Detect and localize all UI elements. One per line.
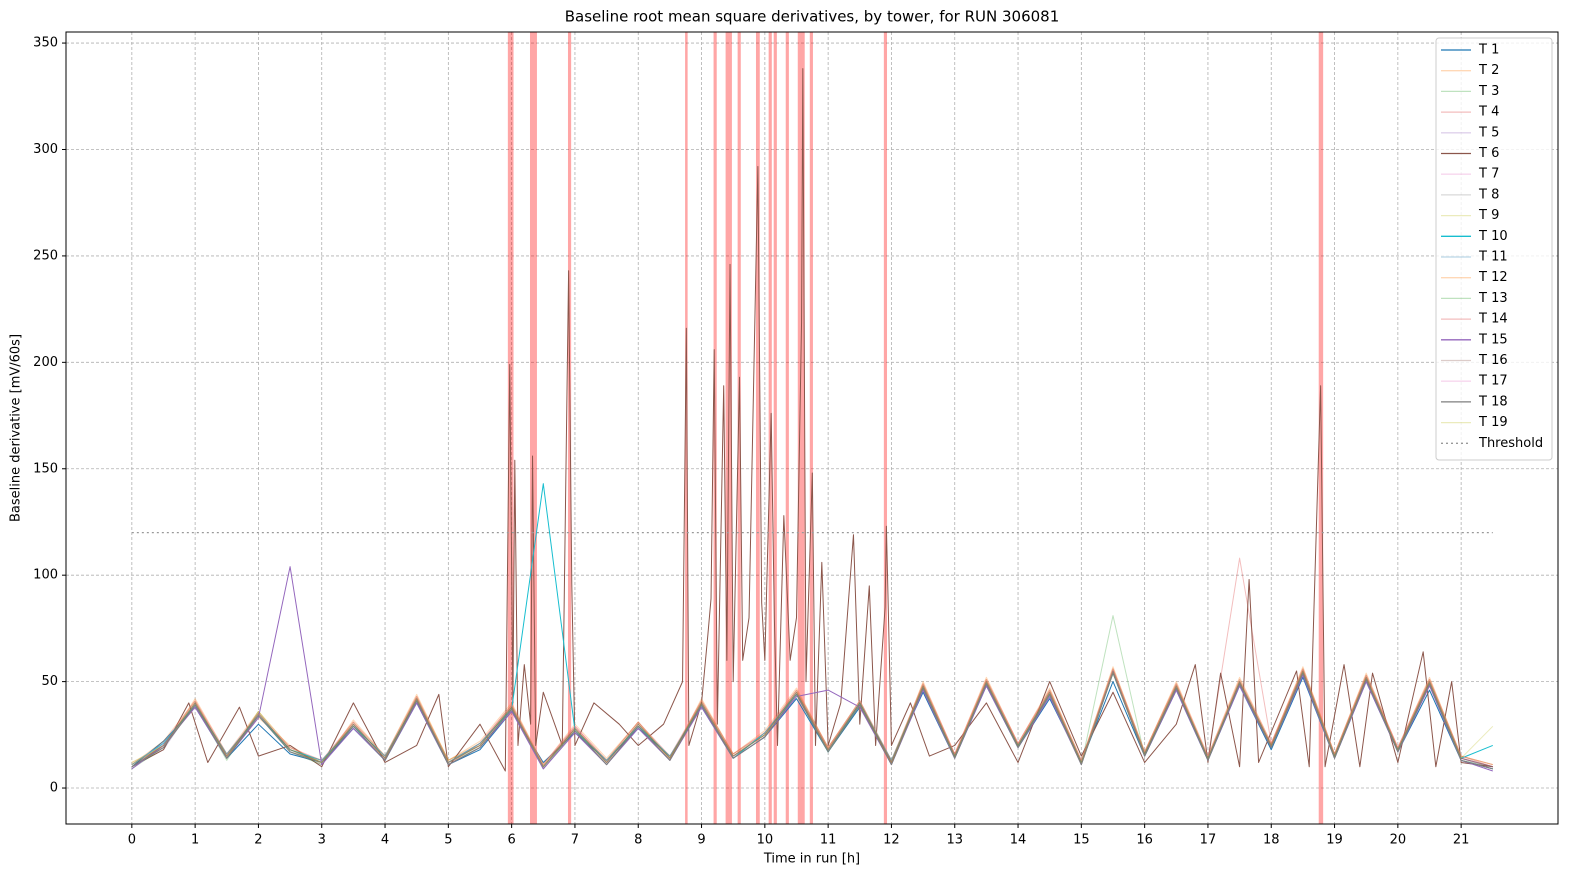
legend-label: T 18 (1478, 394, 1508, 409)
legend-label: T 14 (1478, 312, 1508, 327)
series-line (131, 670, 1494, 768)
x-tick-label: 3 (318, 833, 326, 848)
legend-label: T 3 (1478, 84, 1499, 99)
series-line (131, 670, 1493, 768)
lines (131, 68, 1494, 772)
legend-label: T 17 (1478, 374, 1508, 389)
series-line (131, 670, 1493, 768)
y-axis-label: Baseline derivative [mV/60s] (9, 334, 24, 522)
flag-span (567, 32, 572, 824)
x-tick-label: 5 (444, 833, 452, 848)
y-tick-label: 350 (33, 36, 58, 51)
series-line (131, 557, 1493, 768)
x-tick-label: 15 (1073, 833, 1090, 848)
flag-span (755, 32, 760, 824)
ticks: 0 1 2 3 4 5 6 7 8 9 10 11 12 13 14 15 16 17 18 19 20 21050100… (33, 36, 1469, 848)
x-axis-label: Time in run [h] (763, 852, 860, 867)
x-tick-label: 19 (1326, 833, 1343, 848)
legend-label: T 8 (1478, 187, 1499, 202)
x-tick-label: 12 (883, 833, 900, 848)
x-tick-label: 21 (1453, 833, 1470, 848)
x-tick-label: 8 (634, 833, 642, 848)
x-tick-label: 9 (697, 833, 705, 848)
legend-label: T 11 (1478, 250, 1508, 265)
y-tick-label: 50 (41, 674, 58, 689)
legend-label: T 1 (1478, 43, 1499, 58)
y-tick-label: 200 (33, 355, 58, 370)
y-tick-label: 0 (50, 781, 58, 796)
flag-span (785, 32, 789, 824)
x-tick-label: 4 (381, 833, 389, 848)
x-tick-label: 11 (820, 833, 837, 848)
legend-label: T 6 (1478, 146, 1499, 161)
x-tick-label: 13 (946, 833, 963, 848)
x-tick-label: 20 (1390, 833, 1407, 848)
flag-span (737, 32, 741, 824)
series-line (131, 668, 1493, 766)
y-tick-label: 150 (33, 461, 58, 476)
series-line (131, 670, 1493, 770)
series-line (131, 68, 1493, 772)
series-line (131, 666, 1493, 766)
legend-label: T 19 (1478, 415, 1508, 430)
x-tick-label: 0 (128, 833, 136, 848)
x-tick-label: 18 (1263, 833, 1280, 848)
series-line (131, 668, 1493, 766)
legend-label: T 5 (1478, 125, 1499, 140)
y-tick-label: 250 (33, 248, 58, 263)
x-tick-label: 10 (757, 833, 774, 848)
legend-label: T 15 (1478, 332, 1508, 347)
legend-label: T 12 (1478, 270, 1508, 285)
grid (66, 32, 1558, 824)
legend-label: T 7 (1478, 167, 1499, 182)
series-line (131, 670, 1493, 768)
flag-span (883, 32, 888, 824)
y-tick-label: 100 (33, 568, 58, 583)
plot-frame (65, 31, 1559, 825)
y-tick-label: 300 (33, 142, 58, 157)
legend-label: T 2 (1478, 63, 1499, 78)
flag-span (809, 32, 813, 824)
flag-span (529, 32, 537, 824)
x-tick-label: 17 (1200, 833, 1217, 848)
legend-box (1435, 37, 1553, 461)
x-tick-label: 16 (1136, 833, 1153, 848)
chart-title: Baseline root mean square derivatives, b… (565, 8, 1060, 26)
legend-label: T 10 (1478, 229, 1508, 244)
legend: T 1 T 2 T 3 T 4 T 5 T 6 T 7 T 8 T 9 T 10 T 11 T 12 T… (1435, 37, 1553, 461)
series-line (131, 672, 1493, 770)
x-tick-label: 1 (191, 833, 199, 848)
series-line (131, 668, 1493, 766)
series-line (131, 670, 1493, 768)
flag-span (768, 32, 772, 824)
x-tick-label: 7 (571, 833, 579, 848)
legend-label: Threshold (1478, 436, 1543, 451)
x-tick-label: 2 (254, 833, 262, 848)
flag-span (797, 32, 805, 824)
x-tick-label: 14 (1010, 833, 1027, 848)
legend-label: T 13 (1478, 291, 1508, 306)
legend-label: T 4 (1478, 105, 1499, 120)
legend-label: T 9 (1478, 208, 1499, 223)
x-tick-label: 6 (507, 833, 515, 848)
legend-label: T 16 (1478, 353, 1508, 368)
flag-span (685, 32, 688, 824)
flag-span (773, 32, 777, 824)
